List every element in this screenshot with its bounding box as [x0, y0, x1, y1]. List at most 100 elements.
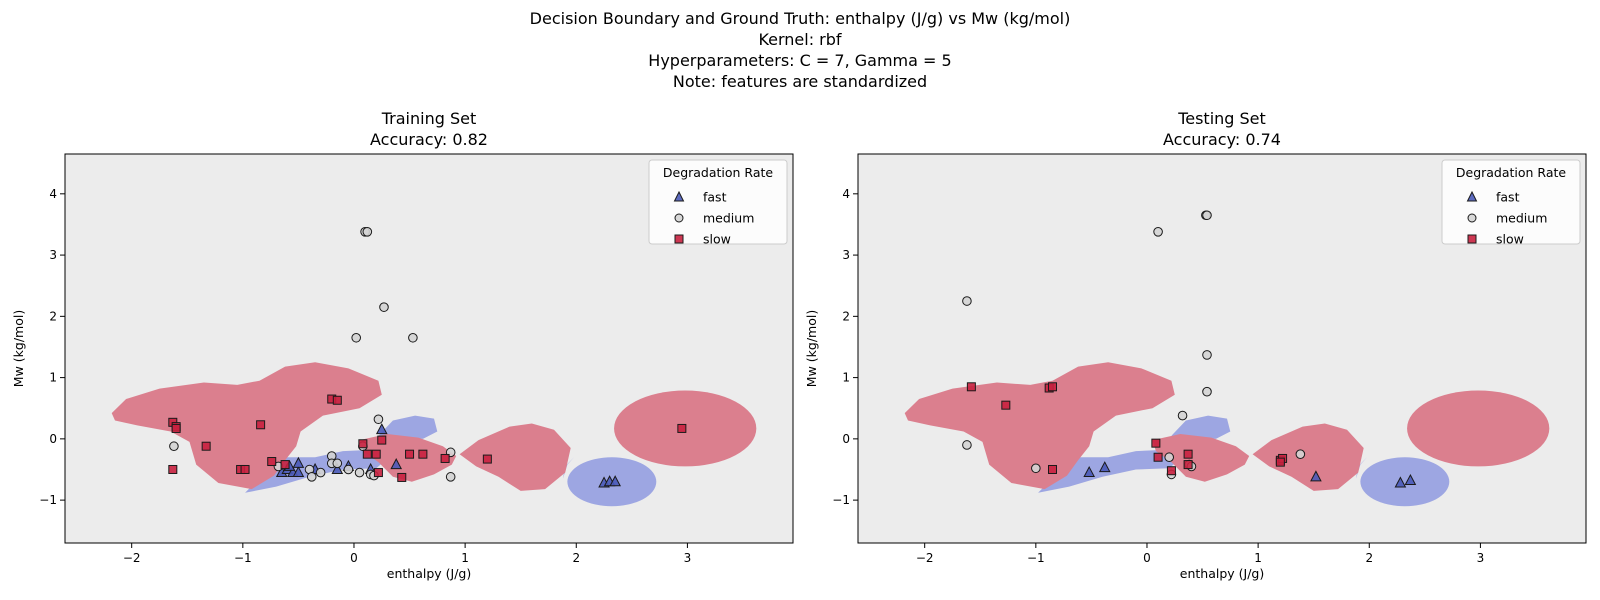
y-tick-label: 3 [842, 248, 850, 262]
slow-region-4 [1407, 390, 1550, 467]
point-slow [1183, 449, 1193, 459]
legend-label-medium: medium [703, 211, 754, 226]
x-axis-label: enthalpy (J/g) [387, 566, 471, 581]
point-fast [1310, 470, 1322, 482]
point-medium [332, 458, 343, 469]
x-tick-label: 3 [1477, 551, 1485, 565]
point-medium [1202, 386, 1212, 397]
point-medium [408, 332, 418, 343]
point-slow [677, 423, 687, 433]
training-set-panel: −2 −1 0 1 2 3 −1 0 1 2 3 4 enthalpy (J/g) Mw (kg/mol)… [11, 109, 794, 581]
legend: Degradation Rate fast medium slow [648, 159, 788, 247]
legend-title: Degradation Rate [1456, 165, 1567, 180]
point-slow [371, 449, 381, 459]
point-medium [379, 302, 389, 312]
fast-region-2 [1171, 415, 1231, 439]
point-fast [375, 423, 388, 435]
point-medium [445, 472, 456, 482]
legend-label-slow: slow [1496, 232, 1524, 247]
x-tick-label: 0 [1143, 551, 1151, 565]
point-medium [343, 464, 354, 475]
legend-marker-fast [1466, 190, 1478, 202]
point-slow [440, 453, 450, 463]
figure-title-line-1: Decision Boundary and Ground Truth: enth… [529, 9, 1071, 28]
x-tick-label: 1 [1254, 551, 1262, 565]
legend-marker-medium [1467, 213, 1477, 223]
y-tick-label: 2 [842, 309, 850, 323]
legend-label-medium: medium [1496, 211, 1547, 226]
panel-title-line-1: Training Set [381, 109, 477, 128]
legend-label-fast: fast [1496, 190, 1520, 205]
fast-region-4 [1360, 457, 1450, 507]
y-tick-label: 0 [49, 432, 57, 446]
decision-regions [904, 362, 1550, 507]
point-slow [168, 464, 178, 474]
legend: Degradation Rate fast medium slow [1441, 159, 1581, 247]
axes-frame [64, 153, 794, 544]
point-fast [1098, 461, 1111, 473]
series-medium [169, 227, 456, 482]
y-axis-label: Mw (kg/mol) [804, 310, 819, 387]
point-medium [1031, 463, 1041, 474]
point-slow [1001, 400, 1011, 410]
point-slow [332, 395, 342, 405]
x-tick-label: 3 [684, 551, 692, 565]
point-medium [1177, 410, 1188, 421]
point-slow [171, 423, 181, 433]
y-tick-label: 4 [842, 187, 850, 201]
x-tick-label: 2 [1365, 551, 1373, 565]
x-tick-label: 2 [572, 551, 580, 565]
point-slow [256, 420, 266, 430]
point-slow [377, 435, 387, 445]
y-tick-label: 3 [49, 248, 57, 262]
point-fast [390, 458, 403, 470]
legend-marker-slow [1467, 234, 1477, 244]
slow-region-2 [1152, 434, 1250, 482]
point-slow [397, 472, 407, 482]
slow-region-1 [904, 362, 1175, 490]
point-medium [169, 441, 179, 452]
legend-title: Degradation Rate [663, 165, 774, 180]
point-medium [354, 467, 365, 478]
point-slow [1151, 438, 1161, 448]
point-medium [306, 472, 317, 482]
point-fast [1083, 465, 1096, 478]
slow-region-1 [111, 362, 382, 490]
axes-frame [857, 153, 1587, 544]
point-slow [358, 439, 368, 449]
x-tick-label: 1 [461, 551, 469, 565]
series-fast [1083, 461, 1417, 488]
legend-label-slow: slow [703, 232, 731, 247]
legend-label-fast: fast [703, 190, 727, 205]
y-tick-label: 1 [49, 371, 57, 385]
point-fast [292, 456, 305, 468]
fast-region-1 [1038, 449, 1186, 493]
figure-title-line-3: Hyperparameters: C = 7, Gamma = 5 [648, 51, 952, 70]
series-medium [962, 210, 1306, 480]
y-tick-label: 4 [49, 187, 57, 201]
y-axis-label: Mw (kg/mol) [11, 310, 26, 387]
point-medium [1153, 227, 1163, 237]
slow-region-3 [1252, 423, 1364, 491]
legend-box [648, 159, 788, 245]
point-fast [292, 465, 305, 478]
point-medium [315, 467, 326, 478]
fast-region-2 [378, 415, 438, 439]
panel-title-line-1: Testing Set [1177, 109, 1266, 128]
point-medium [1202, 350, 1212, 360]
x-tick-label: −2 [123, 551, 141, 565]
slow-region-3 [459, 423, 571, 491]
point-slow [240, 464, 250, 474]
x-tick-label: −2 [916, 551, 934, 565]
x-tick-label: 0 [350, 551, 358, 565]
point-medium [962, 296, 972, 306]
point-medium [351, 332, 362, 343]
figure-title-line-2: Kernel: rbf [758, 30, 842, 49]
point-slow [201, 441, 211, 451]
point-slow [405, 449, 415, 459]
y-tick-label: 1 [842, 371, 850, 385]
point-medium [373, 414, 384, 425]
point-medium [1202, 210, 1212, 221]
figure-title: Decision Boundary and Ground Truth: enth… [0, 8, 1600, 92]
panel-title-line-2: Accuracy: 0.82 [370, 130, 488, 149]
